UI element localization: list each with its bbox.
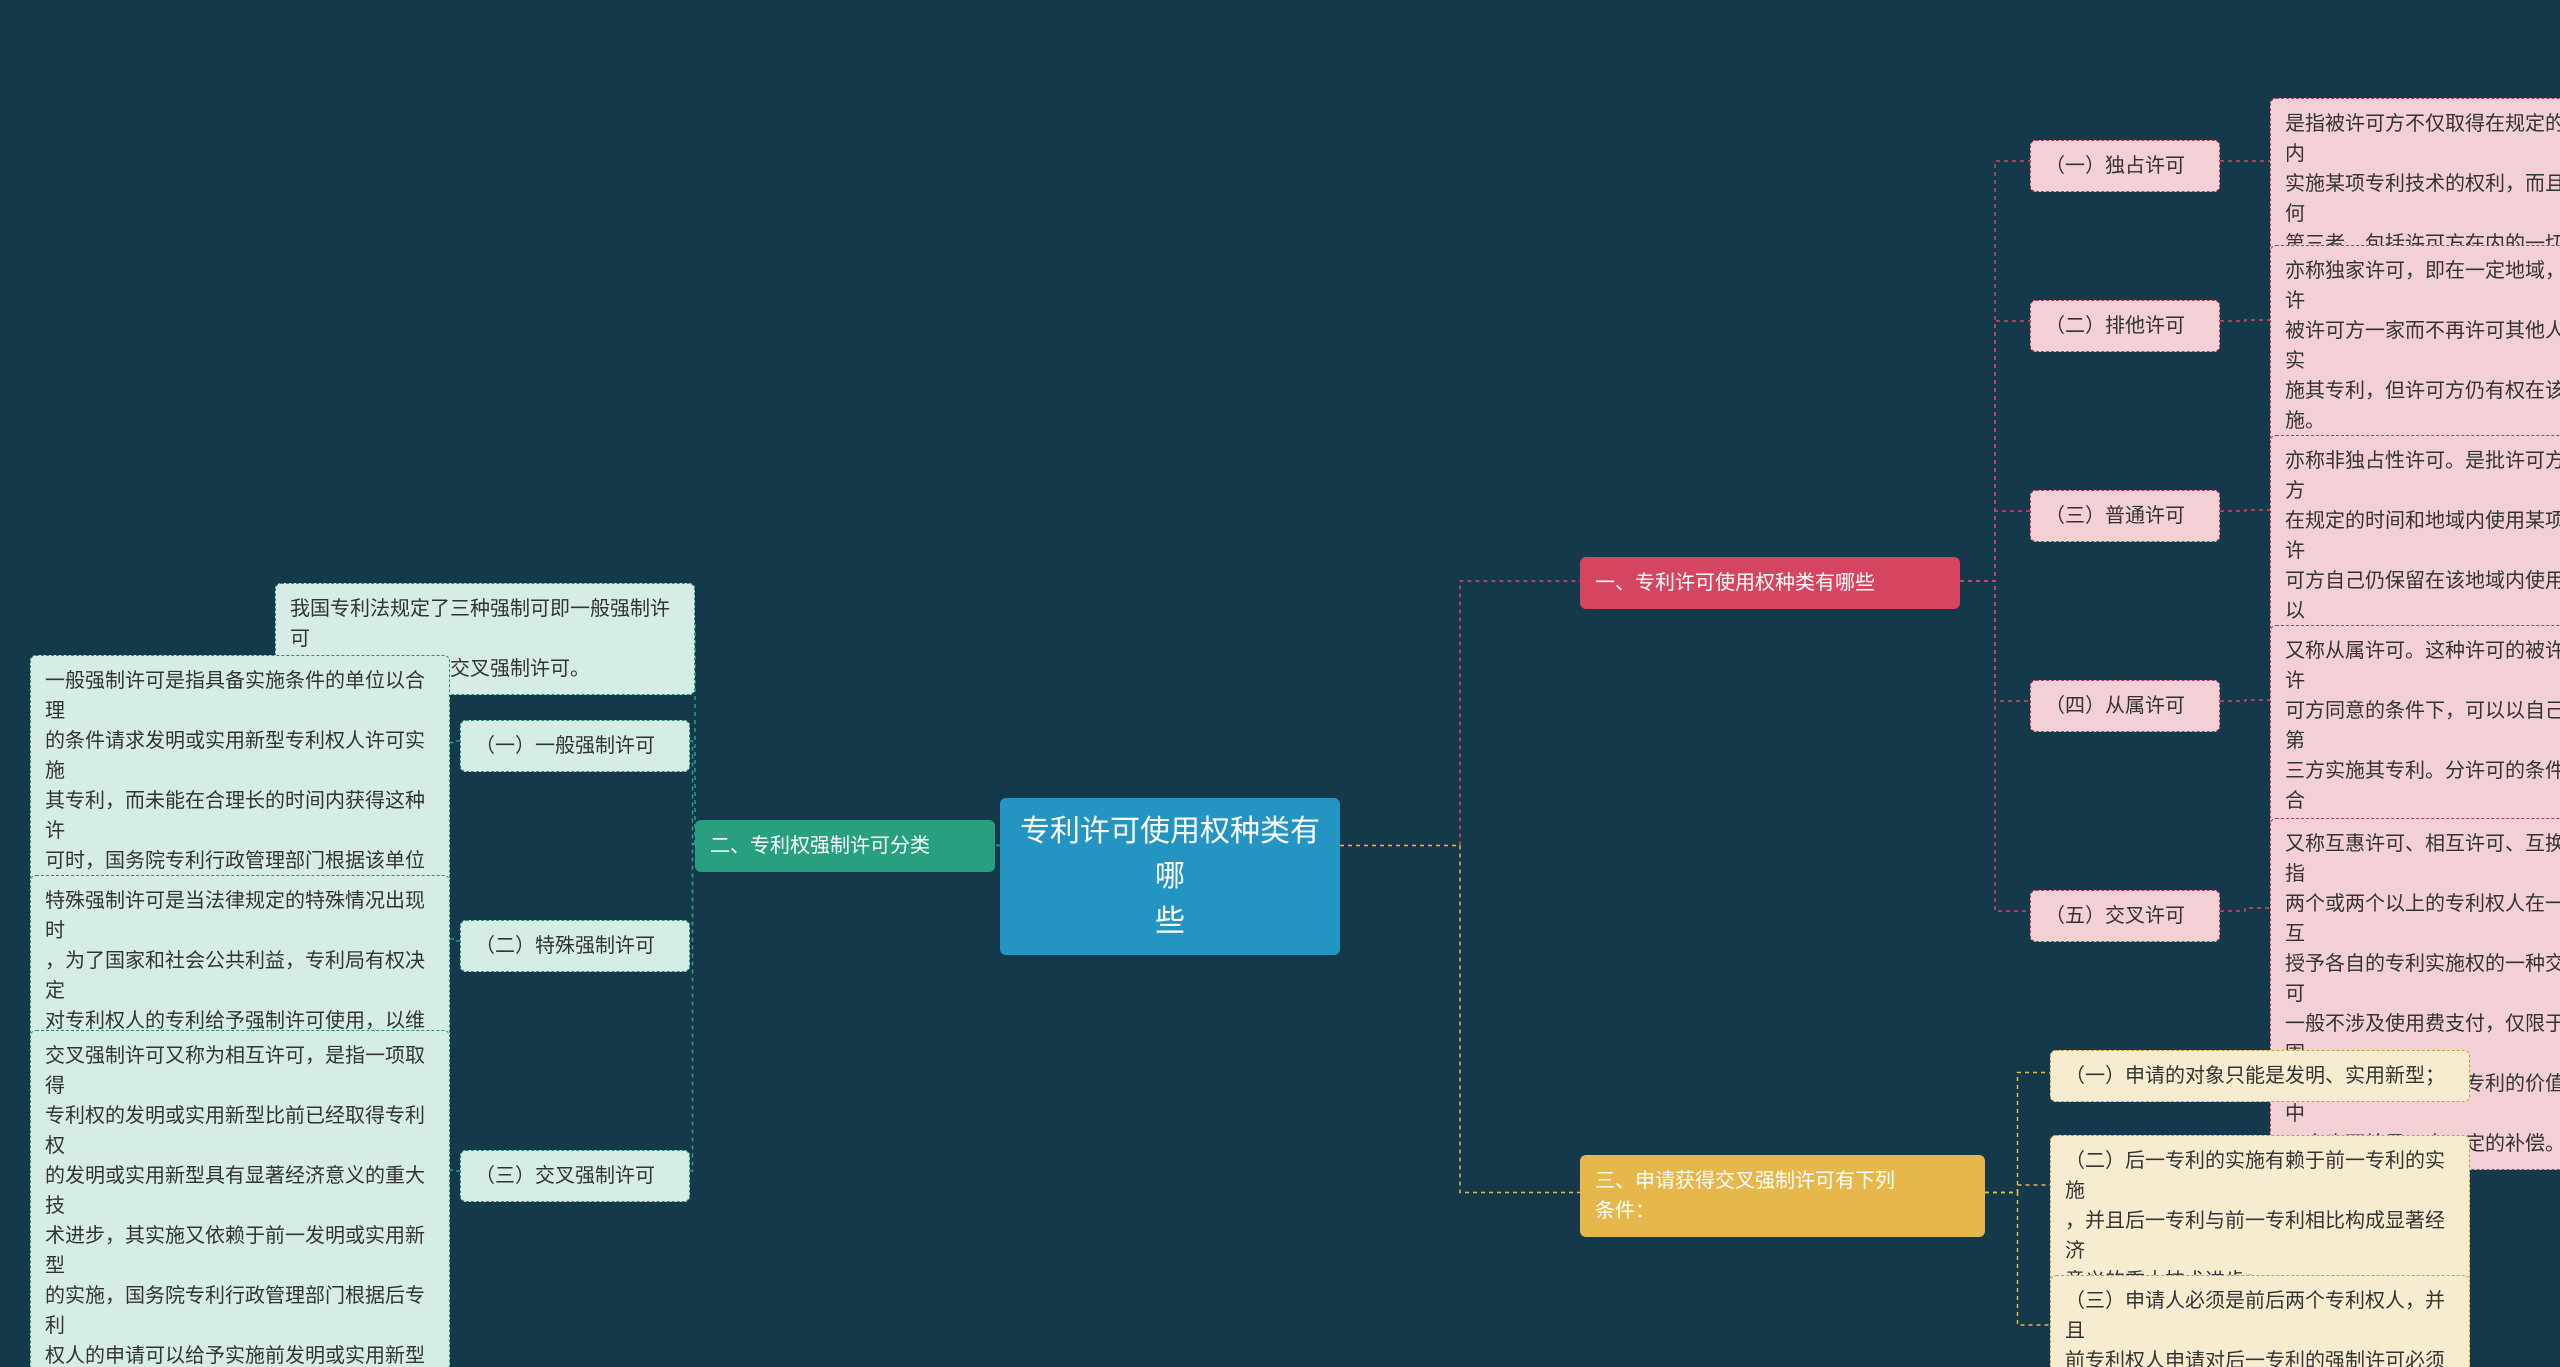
b3-desc-2: （三）申请人必须是前后两个专利权人，并且 前专利权人申请对后一专利的强制许可必须… xyxy=(2050,1275,2470,1367)
b1-child-1: （二）排他许可 xyxy=(2030,300,2220,352)
mindmap-canvas: 专利许可使用权种类有哪 些一、专利许可使用权种类有哪些（一）独占许可是指被许可方… xyxy=(0,0,2560,1367)
b1-desc-4: 又称互惠许可、相互许可、互换许可。它是指 两个或两个以上的专利权人在一定条件下相… xyxy=(2270,818,2560,1170)
b2-child-0: （一）一般强制许可 xyxy=(460,720,690,772)
b2-desc-2: 交叉强制许可又称为相互许可，是指一项取得 专利权的发明或实用新型比前已经取得专利… xyxy=(30,1030,450,1367)
b2-child-1: （二）特殊强制许可 xyxy=(460,920,690,972)
b1-child-2: （三）普通许可 xyxy=(2030,490,2220,542)
b3-desc-0: （一）申请的对象只能是发明、实用新型； xyxy=(2050,1050,2470,1102)
central-node: 专利许可使用权种类有哪 些 xyxy=(1000,798,1340,955)
branch1-node: 一、专利许可使用权种类有哪些 xyxy=(1580,557,1960,609)
branch3-node: 三、申请获得交叉强制许可有下列 条件： xyxy=(1580,1155,1985,1237)
b2-child-2: （三）交叉强制许可 xyxy=(460,1150,690,1202)
b1-child-0: （一）独占许可 xyxy=(2030,140,2220,192)
branch2-node: 二、专利权强制许可分类 xyxy=(695,820,995,872)
b1-child-3: （四）从属许可 xyxy=(2030,680,2220,732)
b1-child-4: （五）交叉许可 xyxy=(2030,890,2220,942)
